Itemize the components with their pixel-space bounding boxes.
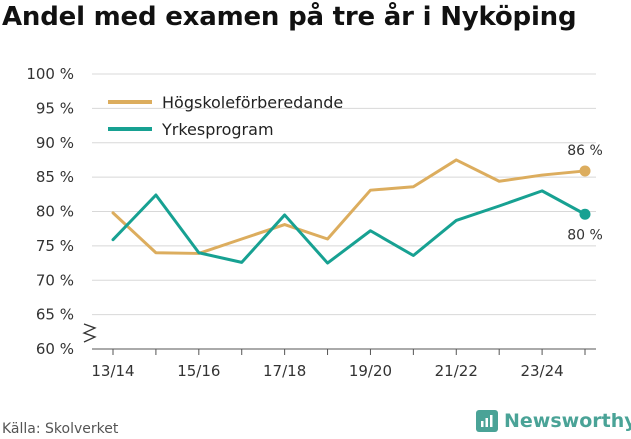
series-line [111,158,587,255]
y-tick-label: 90 % [36,134,74,152]
axis-break-mark [82,323,97,343]
x-tick-label: 19/20 [349,362,392,380]
series-line [111,189,587,265]
y-tick-label: 70 % [36,271,74,289]
y-tick-label: 95 % [36,99,74,117]
brand-name: Newsworthy [504,410,631,432]
source-note: Källa: Skolverket [2,421,119,437]
legend-label: Högskoleförberedande [162,93,343,112]
end-value-label: 80 % [567,227,603,243]
chart-title: Andel med examen på tre år i Nyköping [2,2,577,32]
y-tick-label: 85 % [36,168,74,186]
x-tick-label: 21/22 [435,362,478,380]
y-tick-label: 80 % [36,203,74,221]
x-tick-label: 13/14 [91,362,134,380]
end-value-label: 86 % [567,143,603,159]
x-tick-label: 15/16 [177,362,220,380]
y-tick-label: 65 % [36,306,74,324]
y-tick-label: 60 % [36,340,74,358]
newsworthy-logo: Newsworthy [476,410,631,432]
series-end-point [579,165,591,177]
y-tick-label: 100 % [26,65,74,83]
series-end-point [579,208,591,220]
y-tick-label: 75 % [36,237,74,255]
newsworthy-icon [476,410,498,432]
line-chart: 60 % 65 % 70 % 75 % 80 % 85 % 90 % 95 % 100 % 13/… [26,65,603,380]
x-tick-label: 23/24 [520,362,563,380]
legend-label: Yrkesprogram [161,120,274,139]
x-tick-label: 17/18 [263,362,306,380]
